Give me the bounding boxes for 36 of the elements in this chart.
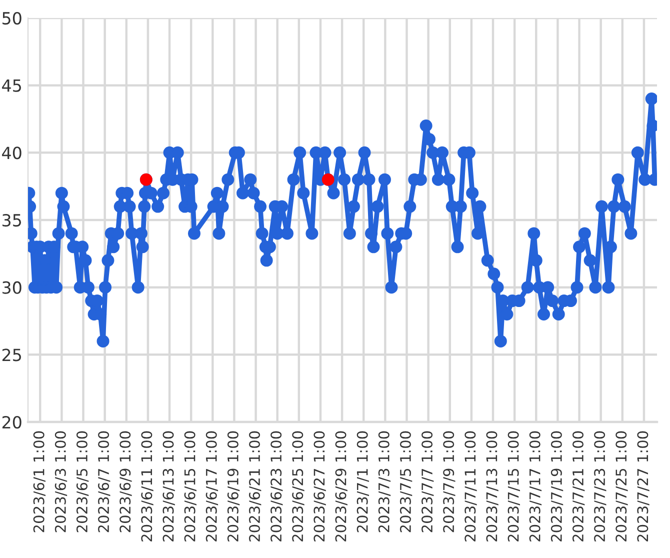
y-tick-label: 25	[2, 348, 21, 362]
y-tick-label: 45	[2, 80, 21, 92]
x-tick-label: 2023/7/5 1:00	[400, 431, 412, 532]
x-tick-label: 2023/7/1 1:00	[356, 431, 369, 532]
x-tick-label: 2023/6/15 1:00	[184, 431, 196, 542]
x-tick-label: 2023/7/27 1:00	[637, 431, 650, 542]
x-tick-label: 2023/6/1 1:00	[33, 431, 46, 532]
x-tick-label: 2023/6/11 1:00	[141, 431, 154, 542]
x-tick-label: 2023/7/25 1:00	[616, 431, 628, 542]
x-tick-label: 2023/6/17 1:00	[206, 431, 218, 542]
x-tick-label: 2023/7/11 1:00	[464, 431, 477, 542]
x-tick-label: 2023/6/29 1:00	[335, 431, 348, 542]
x-tick-label: 2023/7/15 1:00	[508, 431, 520, 542]
x-tick-label: 2023/6/19 1:00	[227, 431, 240, 542]
y-tick-label: 35	[2, 214, 21, 227]
x-tick-label: 2023/6/3 1:00	[54, 431, 68, 532]
x-tick-label: 2023/7/9 1:00	[443, 431, 456, 532]
x-tick-label: 2023/6/27 1:00	[314, 431, 326, 542]
x-tick-label: 2023/6/7 1:00	[98, 431, 110, 532]
x-tick-label: 2023/7/13 1:00	[486, 431, 498, 542]
x-tick-label: 2023/6/25 1:00	[292, 431, 304, 542]
x-tick-label: 2023/6/9 1:00	[120, 431, 132, 532]
x-tick-label: 2023/7/23 1:00	[594, 431, 606, 542]
y-tick-label: 30	[2, 281, 22, 294]
y-tick-label: 40	[2, 146, 22, 160]
x-tick-label: 2023/6/21 1:00	[248, 431, 262, 542]
x-tick-label: 2023/6/5 1:00	[76, 431, 89, 532]
x-tick-label: 2023/7/21 1:00	[572, 431, 585, 542]
x-tick-label: 2023/7/19 1:00	[550, 431, 564, 542]
x-tick-label: 2023/7/17 1:00	[529, 431, 542, 542]
y-tick-label: 50	[2, 12, 22, 25]
y-tick-label: 20	[2, 416, 22, 429]
x-tick-label: 2023/7/7 1:00	[422, 431, 434, 532]
x-tick-label: 2023/6/13 1:00	[162, 431, 175, 542]
x-tick-label: 2023/6/23 1:00	[270, 431, 283, 542]
x-tick-label: 2023/7/3 1:00	[378, 431, 391, 532]
